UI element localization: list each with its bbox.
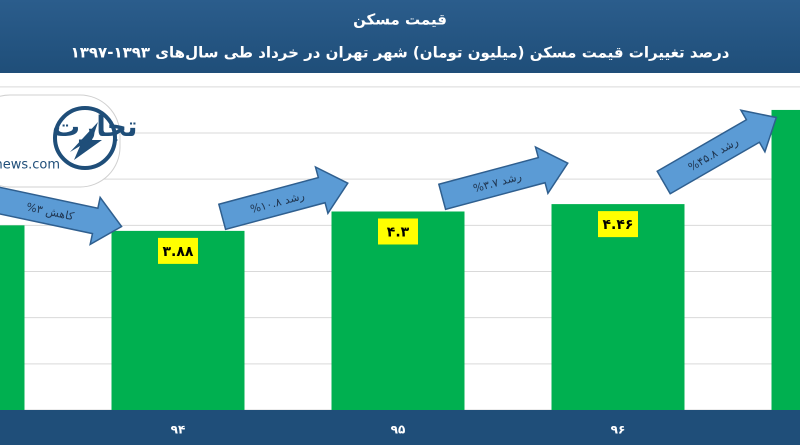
arrow-shape (217, 165, 349, 231)
value-label: ۴.۳ (387, 224, 410, 240)
bar (771, 109, 800, 410)
arrow: کاهش ۳% (0, 185, 123, 246)
footer-band (0, 410, 800, 445)
logo: تجارت news.com (0, 94, 137, 188)
arrow: رشد ۴۵.۸% (656, 109, 778, 195)
chart-title: قیمت مسکن (353, 11, 447, 29)
arrow-shape (0, 185, 123, 246)
value-label: ۳.۸۸ (163, 244, 194, 260)
header-band (0, 0, 800, 73)
logo-icon (70, 122, 102, 160)
bar (551, 204, 685, 410)
x-tick-label: ۹۶ (611, 423, 626, 437)
value-label-bg (378, 218, 418, 245)
bar (331, 211, 465, 410)
x-tick-label: ۹۵ (391, 423, 406, 437)
logo-name: تجارت (52, 110, 137, 143)
chart-subtitle: درصد تغییرات قیمت مسکن (میلیون تومان) شه… (71, 44, 730, 62)
arrow-shape (656, 109, 778, 195)
arrow: رشد ۳.۷% (437, 145, 569, 211)
arrow-shape (437, 145, 569, 211)
x-tick-label: ۹۴ (171, 423, 186, 437)
labels: ۹۴ ۳.۸۸ ۹۵ ۴.۳ ۹۶ ۴.۴۶ (158, 211, 638, 437)
value-label-bg (598, 211, 638, 238)
bars (0, 109, 800, 410)
bar (0, 225, 25, 410)
value-label: ۴.۴۶ (603, 217, 634, 233)
logo-site: news.com (0, 158, 60, 173)
value-label-bg (158, 237, 198, 264)
